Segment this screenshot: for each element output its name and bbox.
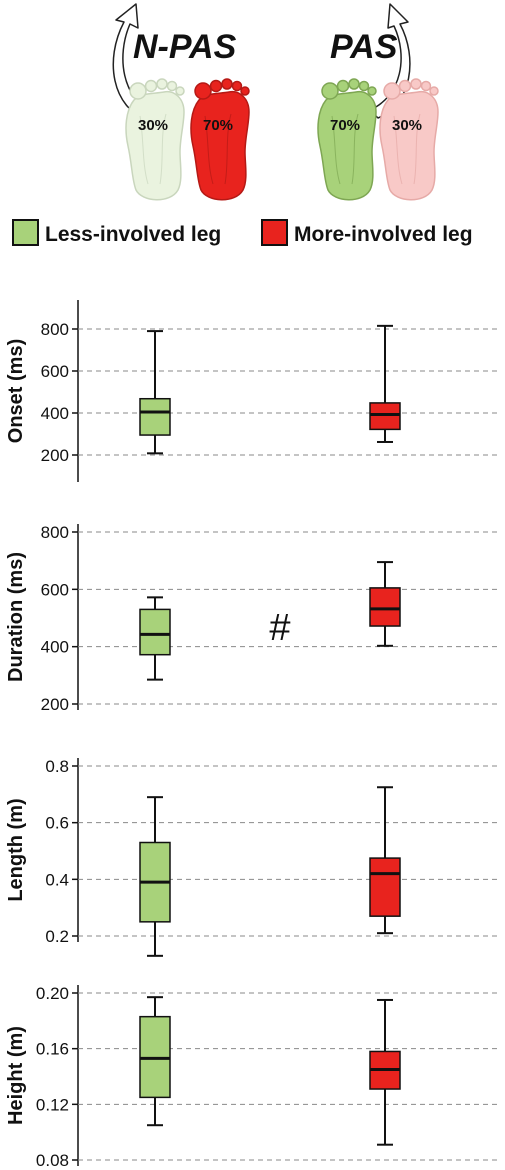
box-less-involved bbox=[139, 596, 171, 681]
foot-4: 30% bbox=[379, 78, 439, 201]
y-tick-label: 0.4 bbox=[45, 870, 69, 889]
y-axis-label: Length (m) bbox=[5, 798, 27, 901]
y-tick-label: 200 bbox=[41, 446, 69, 465]
foot-shape-icon bbox=[317, 78, 377, 201]
box-less-involved bbox=[139, 330, 171, 455]
box-more-involved bbox=[369, 561, 401, 647]
y-tick-label: 0.6 bbox=[45, 814, 69, 833]
y-axis-label: Onset (ms) bbox=[5, 339, 27, 443]
y-tick-label: 0.2 bbox=[45, 927, 69, 946]
y-tick-label: 400 bbox=[41, 404, 69, 423]
y-tick-label: 0.12 bbox=[36, 1095, 69, 1114]
foot-percent-label: 70% bbox=[330, 117, 360, 134]
y-tick-label: 800 bbox=[41, 523, 69, 542]
iqr-box bbox=[369, 402, 401, 431]
boxplot-panels: 200 400 600 800 Onset (ms) 200 400 600 800 Durati… bbox=[5, 300, 497, 1170]
y-tick-label: 200 bbox=[41, 695, 69, 714]
y-tick-label: 800 bbox=[41, 320, 69, 339]
y-tick-label: 0.8 bbox=[45, 757, 69, 776]
foot-sketch-lines bbox=[331, 113, 359, 185]
y-axis-label: Height (m) bbox=[5, 1026, 27, 1125]
foot-shape-icon bbox=[125, 78, 185, 201]
y-axis-label: Duration (ms) bbox=[5, 552, 27, 682]
boxplot-panel-3: 0.2 0.4 0.6 0.8 Length (m) bbox=[5, 757, 497, 957]
legend-swatch-less bbox=[12, 219, 39, 246]
box-less-involved bbox=[139, 796, 171, 957]
boxplot-panel-1: 200 400 600 800 Onset (ms) bbox=[5, 300, 497, 482]
y-tick-label: 0.08 bbox=[36, 1151, 69, 1170]
foot-1: 30% bbox=[125, 78, 185, 201]
y-tick-label: 600 bbox=[41, 580, 69, 599]
box-more-involved bbox=[369, 786, 401, 935]
foot-shape-icon bbox=[190, 78, 250, 201]
y-tick-label: 400 bbox=[41, 638, 69, 657]
boxplot-panel-2: 200 400 600 800 Duration (ms) # bbox=[5, 523, 497, 714]
box-more-involved bbox=[369, 324, 401, 443]
iqr-box bbox=[369, 857, 401, 917]
y-tick-label: 0.20 bbox=[36, 984, 69, 1003]
foot-sketch-lines bbox=[139, 113, 167, 185]
foot-sketch-lines bbox=[204, 113, 232, 185]
iqr-box bbox=[369, 587, 401, 627]
foot-percent-label: 70% bbox=[203, 117, 233, 134]
foot-percent-label: 30% bbox=[138, 117, 168, 134]
legend-label-more: More-involved leg bbox=[294, 223, 473, 246]
legend: Less-involved leg More-involved leg bbox=[12, 219, 473, 246]
y-tick-label: 0.16 bbox=[36, 1040, 69, 1059]
foot-sketch-lines bbox=[393, 113, 421, 185]
foot-3: 70% bbox=[317, 78, 377, 201]
iqr-box bbox=[139, 608, 171, 656]
iqr-box bbox=[139, 397, 171, 436]
foot-2: 70% bbox=[190, 78, 250, 201]
legend-label-less: Less-involved leg bbox=[45, 223, 221, 246]
y-tick-label: 600 bbox=[41, 362, 69, 381]
foot-percent-label: 30% bbox=[392, 117, 422, 134]
legend-swatch-more bbox=[261, 219, 288, 246]
foot-shape-icon bbox=[379, 78, 439, 201]
feet-illustration: 30% 70% 70% 30% bbox=[125, 78, 439, 201]
npas-label: N-PAS bbox=[133, 28, 237, 66]
significance-annotation: # bbox=[269, 607, 290, 649]
box-less-involved bbox=[139, 996, 171, 1127]
pas-label: PAS bbox=[330, 28, 398, 66]
box-more-involved bbox=[369, 998, 401, 1146]
boxplot-panel-4: 0.08 0.12 0.16 0.20 Height (m) bbox=[5, 984, 497, 1170]
